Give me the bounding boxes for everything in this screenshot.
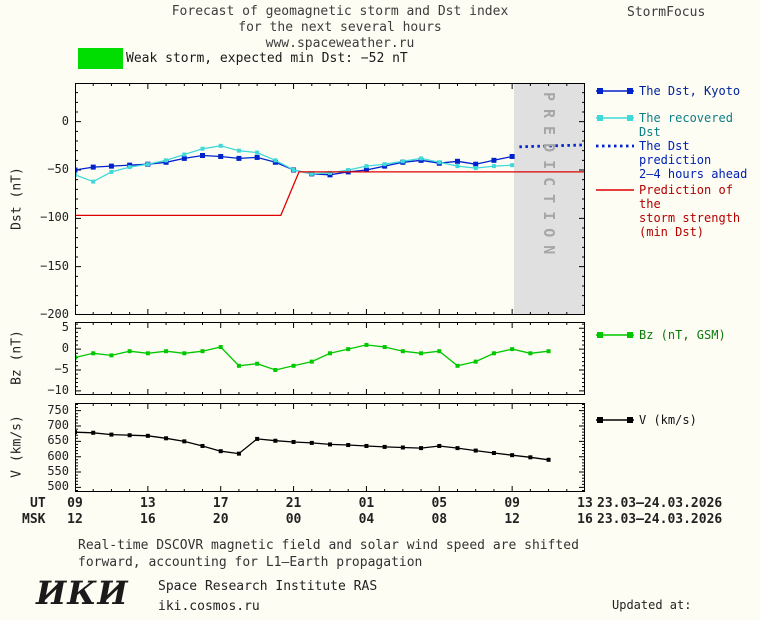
legend-label: The Dst, Kyoto bbox=[639, 84, 741, 98]
iki-logo: ИКИ bbox=[36, 574, 129, 612]
legend-sample-dst-kyoto bbox=[596, 85, 634, 100]
legend-sample-line bbox=[596, 115, 634, 121]
legend-label: The Dst prediction 2–4 hours ahead bbox=[639, 139, 748, 181]
legend-sample-storm-strength bbox=[596, 184, 634, 199]
legend-item-v: V (km/s) bbox=[596, 413, 697, 429]
legend-sample-line bbox=[596, 189, 634, 191]
legend-item-recovered-dst: The recovered Dst bbox=[596, 111, 760, 139]
ytick-label-dst: −50 bbox=[47, 162, 69, 176]
ytick-label-v: 500 bbox=[47, 479, 69, 494]
xtick-label: 00 bbox=[285, 512, 302, 527]
msk-date-range: 23.03–24.03.2026 bbox=[597, 512, 723, 527]
ytick-label-dst: −200 bbox=[40, 307, 69, 321]
legend-label: V (km/s) bbox=[639, 413, 697, 427]
ytick-label-bz: −5 bbox=[54, 361, 69, 376]
panel-v bbox=[75, 403, 585, 492]
prediction-band bbox=[513, 83, 585, 315]
legend-sample-recovered-dst bbox=[596, 112, 634, 127]
legend-sample-line bbox=[596, 332, 634, 338]
ytick-label-v: 550 bbox=[47, 464, 69, 479]
page-subtitle: for the next several hours bbox=[238, 20, 442, 35]
xtick-label: 04 bbox=[358, 512, 375, 527]
legend-item-dst-prediction: The Dst prediction 2–4 hours ahead bbox=[596, 139, 760, 181]
legend-item-storm-strength: Prediction of the storm strength (min Ds… bbox=[596, 183, 760, 239]
ytick-label-bz: −10 bbox=[47, 382, 69, 397]
ytick-label-bz: 5 bbox=[61, 320, 69, 335]
xtick-label: 09 bbox=[67, 496, 83, 511]
site-url: www.spaceweather.ru bbox=[265, 36, 415, 51]
prediction-band-label: PREDICTION bbox=[540, 92, 558, 263]
ytick-label-bz: 0 bbox=[61, 341, 69, 356]
note-line-1: Real-time DSCOVR magnetic field and sola… bbox=[78, 538, 579, 553]
page-header: Forecast of geomagnetic storm and Dst in… bbox=[85, 4, 595, 52]
msk-row-label: MSK bbox=[22, 512, 46, 527]
institute-name: Space Research Institute RAS bbox=[158, 579, 378, 594]
xtick-label: 05 bbox=[431, 496, 448, 511]
ytick-label-dst: −100 bbox=[40, 210, 69, 225]
legend-sample-bz bbox=[596, 329, 634, 344]
bz-axis-title: Bz (nT) bbox=[9, 330, 25, 385]
brand-stormfocus: StormFocus bbox=[627, 5, 706, 20]
updated-block: Updated at: UT 09:05, 24.03.2026 MSK 12:… bbox=[604, 565, 756, 620]
ytick-label-v: 600 bbox=[47, 448, 69, 463]
dst-axis-title: Dst (nT) bbox=[9, 167, 25, 230]
note-line-2: forward, accounting for L1–Earth propaga… bbox=[78, 555, 423, 570]
propagation-note: Real-time DSCOVR magnetic field and sola… bbox=[78, 537, 579, 571]
legend-sample-v bbox=[596, 414, 634, 429]
panel-dst bbox=[75, 83, 585, 315]
ytick-label-dst: −150 bbox=[40, 258, 69, 273]
legend-label: Prediction of the storm strength (min Ds… bbox=[639, 183, 741, 239]
ytick-label-dst: 0 bbox=[61, 113, 69, 128]
legend-label: The recovered Dst bbox=[639, 111, 733, 139]
v-axis-title: V (km/s) bbox=[9, 415, 25, 478]
ut-date-range: 23.03–24.03.2026 bbox=[597, 496, 723, 511]
legend-sample-line bbox=[596, 144, 634, 148]
legend-sample-dst-prediction bbox=[596, 140, 634, 155]
storm-alert-text: Weak storm, expected min Dst: −52 nT bbox=[126, 51, 408, 66]
series-storm_strength_prediction bbox=[75, 171, 585, 217]
xtick-label: 01 bbox=[358, 496, 375, 511]
legend-sample-line bbox=[596, 417, 634, 423]
page-title: Forecast of geomagnetic storm and Dst in… bbox=[171, 4, 509, 19]
storm-level-swatch bbox=[78, 48, 123, 69]
storm-alert: Weak storm, expected min Dst: −52 nT bbox=[78, 48, 408, 69]
panel-bz bbox=[75, 322, 585, 395]
institute-website: iki.cosmos.ru bbox=[158, 599, 260, 614]
legend-label: Bz (nT, GSM) bbox=[639, 328, 726, 342]
xtick-label: 09 bbox=[504, 496, 520, 511]
xtick-label: 20 bbox=[212, 512, 229, 527]
xtick-label: 12 bbox=[504, 512, 520, 527]
ytick-label-v: 700 bbox=[47, 418, 69, 433]
xtick-label: 17 bbox=[212, 496, 229, 511]
ytick-label-v: 750 bbox=[47, 402, 69, 417]
xtick-label: 13 bbox=[577, 496, 593, 511]
series-dst_prediction bbox=[519, 143, 585, 149]
legend-item-bz: Bz (nT, GSM) bbox=[596, 328, 726, 344]
xtick-label: 08 bbox=[431, 512, 448, 527]
legend-sample-line bbox=[596, 88, 634, 94]
updated-label: Updated at: bbox=[612, 598, 692, 612]
xtick-label: 16 bbox=[140, 512, 156, 527]
xtick-label: 13 bbox=[140, 496, 156, 511]
ytick-label-v: 650 bbox=[47, 433, 69, 448]
ut-row-label: UT bbox=[30, 496, 46, 511]
xtick-label: 12 bbox=[67, 512, 83, 527]
xtick-label: 16 bbox=[577, 512, 593, 527]
legend-item-dst-kyoto: The Dst, Kyoto bbox=[596, 84, 740, 100]
xtick-label: 21 bbox=[285, 496, 302, 511]
